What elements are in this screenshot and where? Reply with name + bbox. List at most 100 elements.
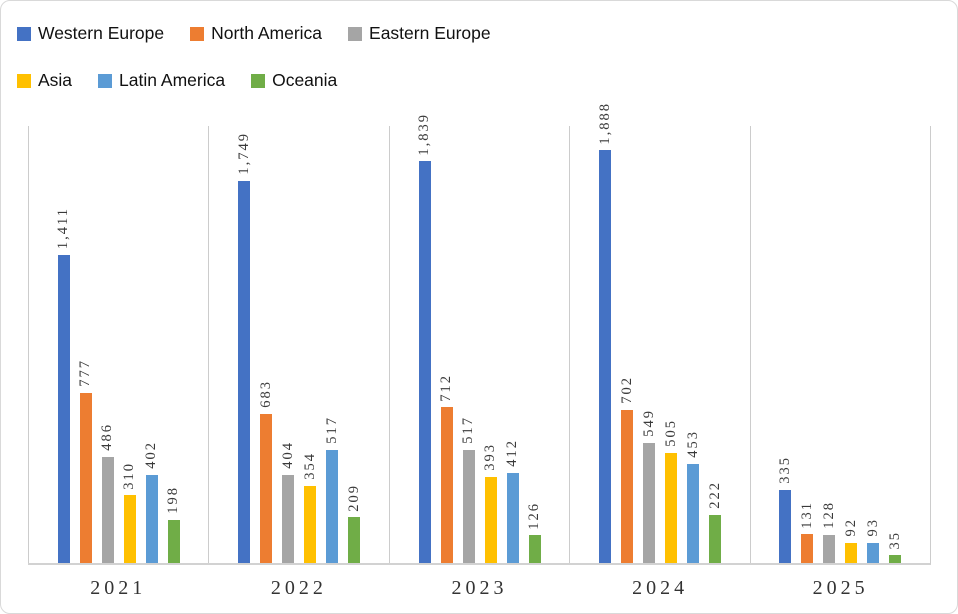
bar-2022-asia bbox=[304, 485, 317, 563]
bar-value-label: 505 bbox=[662, 418, 679, 447]
bar-slot-2022-western-europe: 1,749 bbox=[235, 126, 252, 563]
bar-value-label: 198 bbox=[165, 486, 182, 514]
bar-2022-latin-america bbox=[326, 450, 339, 563]
legend-item-label: Oceania bbox=[272, 70, 338, 90]
bar-slot-2022-latin-america: 517 bbox=[323, 126, 340, 563]
bar-2023-oceania bbox=[528, 535, 541, 563]
bar-2025-latin-america bbox=[867, 542, 880, 563]
bar-slot-2024-oceania: 222 bbox=[706, 126, 723, 563]
bar-slot-2025-eastern-europe: 128 bbox=[821, 126, 838, 563]
legend-swatch-icon bbox=[190, 26, 205, 41]
legend-item-north-america: North America bbox=[190, 23, 322, 44]
bar-value-label: 128 bbox=[821, 501, 838, 530]
category-panel-2025: 335 131 128 92 93 35 bbox=[749, 126, 930, 563]
bar-2025-oceania bbox=[889, 555, 902, 563]
bar-value-label: 486 bbox=[99, 423, 116, 451]
bar-value-label: 93 bbox=[865, 518, 882, 537]
bar-value-label: 453 bbox=[684, 430, 701, 459]
bar-value-label: 517 bbox=[460, 416, 477, 445]
bar-value-label: 92 bbox=[843, 518, 860, 537]
x-axis-label-2024: 2024 bbox=[632, 577, 689, 599]
bar-value-label: 549 bbox=[640, 409, 657, 438]
bar-value-label: 393 bbox=[482, 443, 499, 472]
bar-2024-asia bbox=[664, 452, 677, 563]
plot-area: 1,411 777 486 310 402 198 1,749 683 404 354 517 209… bbox=[28, 102, 931, 565]
bar-2023-western-europe bbox=[418, 161, 431, 563]
bar-slot-2022-asia: 354 bbox=[301, 126, 318, 563]
bar-slot-2023-north-america: 712 bbox=[438, 126, 454, 563]
bar-slot-2024-north-america: 702 bbox=[618, 126, 635, 563]
bar-2021-eastern-europe bbox=[101, 456, 114, 563]
bar-value-label: 126 bbox=[526, 501, 543, 530]
bar-value-label: 683 bbox=[257, 380, 274, 408]
bar-value-label: 1,888 bbox=[596, 101, 613, 145]
bar-2024-north-america bbox=[620, 409, 633, 563]
category-panel-2024: 1,888 702 549 505 453 222 bbox=[569, 102, 749, 563]
legend-item-western-europe: Western Europe bbox=[17, 23, 164, 44]
bar-slot-2022-eastern-europe: 404 bbox=[280, 126, 296, 563]
bar-value-label: 517 bbox=[323, 416, 340, 445]
x-axis-label-2023: 2023 bbox=[451, 577, 508, 599]
bar-2024-eastern-europe bbox=[642, 443, 655, 563]
bar-slot-2025-north-america: 131 bbox=[799, 126, 816, 563]
bar-slot-2021-latin-america: 402 bbox=[143, 126, 159, 563]
legend-swatch-icon bbox=[98, 73, 113, 88]
bar-value-label: 1,749 bbox=[235, 132, 252, 175]
legend-item-label: Asia bbox=[38, 70, 73, 90]
bar-2021-north-america bbox=[79, 393, 92, 563]
bar-2022-north-america bbox=[260, 413, 273, 563]
bar-slot-2022-north-america: 683 bbox=[257, 126, 274, 563]
bar-2021-western-europe bbox=[57, 254, 70, 563]
bar-2025-north-america bbox=[801, 534, 814, 563]
bar-2024-western-europe bbox=[598, 150, 611, 563]
bar-slot-2023-western-europe: 1,839 bbox=[416, 113, 432, 563]
bar-slot-2025-asia: 92 bbox=[843, 126, 860, 563]
bar-slot-2025-latin-america: 93 bbox=[865, 126, 882, 563]
bar-slot-2021-eastern-europe: 486 bbox=[99, 126, 116, 563]
legend-swatch-icon bbox=[17, 26, 31, 41]
bar-value-label: 777 bbox=[77, 359, 94, 388]
bar-2022-eastern-europe bbox=[282, 474, 295, 563]
bar-value-label: 222 bbox=[706, 480, 723, 509]
bar-value-label: 354 bbox=[301, 451, 318, 480]
legend: Western Europe North America Eastern Eur… bbox=[17, 23, 491, 117]
bar-slot-2021-asia: 310 bbox=[121, 126, 138, 563]
x-axis-label-2022: 2022 bbox=[270, 577, 327, 599]
bar-slot-2025-oceania: 35 bbox=[887, 126, 904, 563]
legend-swatch-icon bbox=[251, 73, 266, 88]
legend-item-label: Eastern Europe bbox=[369, 23, 491, 43]
bar-slot-2022-oceania: 209 bbox=[345, 126, 362, 563]
bar-slot-2023-latin-america: 412 bbox=[504, 126, 520, 563]
bar-slot-2021-western-europe: 1,411 bbox=[55, 126, 71, 563]
bar-2021-asia bbox=[123, 495, 136, 563]
legend-item-oceania: Oceania bbox=[251, 70, 337, 91]
bar-2025-asia bbox=[845, 542, 858, 563]
legend-item-latin-america: Latin America bbox=[98, 70, 225, 91]
legend-item-label: Western Europe bbox=[38, 23, 165, 43]
bar-slot-2023-oceania: 126 bbox=[526, 126, 543, 563]
bar-2025-eastern-europe bbox=[823, 535, 836, 563]
bar-slot-2023-eastern-europe: 517 bbox=[460, 126, 477, 563]
bar-value-label: 702 bbox=[618, 375, 635, 404]
bar-slot-2024-latin-america: 453 bbox=[684, 126, 701, 563]
bar-slot-2021-north-america: 777 bbox=[77, 126, 94, 563]
bar-value-label: 131 bbox=[799, 500, 816, 529]
bar-2023-eastern-europe bbox=[462, 450, 475, 563]
legend-item-eastern-europe: Eastern Europe bbox=[348, 23, 491, 44]
category-panel-2023: 1,839 712 517 393 412 126 bbox=[388, 113, 569, 563]
bar-slot-2024-eastern-europe: 549 bbox=[640, 126, 657, 563]
bar-2024-oceania bbox=[708, 514, 721, 563]
bar-value-label: 1,839 bbox=[416, 112, 433, 156]
bar-value-label: 35 bbox=[887, 530, 904, 550]
legend-item-label: North America bbox=[211, 23, 323, 43]
bar-2023-north-america bbox=[440, 407, 453, 563]
bar-value-label: 310 bbox=[121, 461, 138, 490]
category-panel-2021: 1,411 777 486 310 402 198 bbox=[28, 126, 208, 563]
legend-row-1: Western Europe North America Eastern Eur… bbox=[17, 23, 491, 44]
bar-2025-western-europe bbox=[779, 489, 792, 563]
bar-slot-2023-asia: 393 bbox=[482, 126, 499, 563]
bar-value-label: 209 bbox=[345, 483, 362, 512]
bar-2022-western-europe bbox=[238, 180, 251, 563]
legend-item-asia: Asia bbox=[17, 70, 72, 91]
bar-slot-2024-western-europe: 1,888 bbox=[597, 102, 613, 563]
